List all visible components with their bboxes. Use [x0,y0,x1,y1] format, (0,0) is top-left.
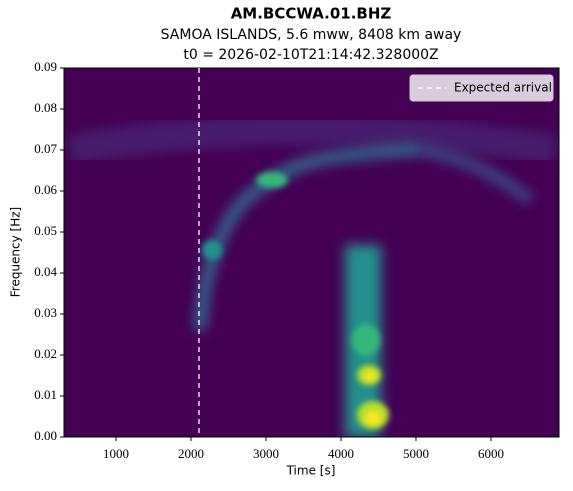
y-tick-label: 0.06 [34,182,57,197]
y-tick-label: 0.07 [34,141,57,156]
y-tick-label: 0.04 [34,264,57,279]
y-tick-label: 0.02 [34,346,57,361]
y-tick-label: 0.09 [34,59,57,74]
x-tick-label: 4000 [328,446,354,461]
x-tick-label: 1000 [103,446,129,461]
y-tick-label: 0.00 [34,428,57,443]
legend-box [409,74,554,102]
chart-subtitle: t0 = 2026-02-10T21:14:42.328000Z [183,47,438,63]
y-tick-label: 0.03 [34,305,57,320]
y-axis-label: Frequency [Hz] [9,207,23,298]
x-axis-label: Time [s] [286,464,336,478]
x-tick-label: 5000 [403,446,429,461]
chart-title: AM.BCCWA.01.BHZ [231,5,392,23]
x-tick-label: 3000 [253,446,279,461]
y-tick-label: 0.05 [34,223,57,238]
legend-label: Expected arrival [454,81,552,95]
chart-subtitle: SAMOA ISLANDS, 5.6 mww, 8408 km away [161,27,462,43]
plot-frame [63,67,560,438]
spectrogram-image [64,68,559,437]
y-tick-label: 0.08 [34,100,57,115]
x-tick-label: 6000 [478,446,504,461]
x-tick-label: 2000 [178,446,204,461]
y-tick-label: 0.01 [34,387,57,402]
